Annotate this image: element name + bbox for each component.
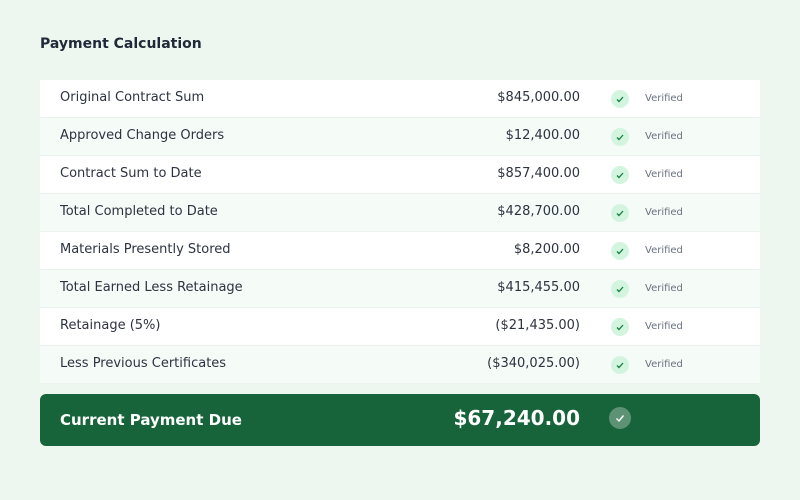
- row-label: Less Previous Certificates: [60, 356, 227, 371]
- row-amount: ($21,435.00): [495, 318, 580, 333]
- row-amount: $8,200.00: [513, 242, 580, 257]
- check-icon: [611, 242, 629, 260]
- check-icon: [611, 128, 629, 146]
- check-icon: [611, 318, 629, 336]
- row-label: Approved Change Orders: [60, 128, 225, 143]
- row-amount: $845,000.00: [497, 90, 580, 105]
- status-text: Verified: [645, 207, 683, 218]
- payment-table: Original Contract Sum $845,000.00 Verified…: [40, 80, 760, 384]
- row-label: Retainage (5%): [60, 318, 161, 333]
- row-amount: ($340,025.00): [487, 356, 580, 371]
- check-icon: [609, 407, 631, 429]
- total-bar: Current Payment Due $67,240.00: [40, 394, 760, 446]
- table-row: Original Contract Sum $845,000.00 Verified: [40, 80, 760, 118]
- table-row: Contract Sum to Date $857,400.00 Verified: [40, 156, 760, 194]
- row-label: Materials Presently Stored: [60, 242, 231, 257]
- check-icon: [611, 356, 629, 374]
- table-row: Approved Change Orders $12,400.00 Verified: [40, 118, 760, 156]
- status-text: Verified: [645, 131, 683, 142]
- total-label: Current Payment Due: [60, 411, 242, 429]
- status-text: Verified: [645, 169, 683, 180]
- status-text: Verified: [645, 359, 683, 370]
- table-row: Less Previous Certificates ($340,025.00) V…: [40, 346, 760, 384]
- section-title: Payment Calculation: [40, 36, 202, 52]
- row-amount: $428,700.00: [497, 204, 580, 219]
- status-text: Verified: [645, 245, 683, 256]
- table-row: Total Completed to Date $428,700.00 Verifi…: [40, 194, 760, 232]
- check-icon: [611, 90, 629, 108]
- table-row: Total Earned Less Retainage $415,455.00 Ve…: [40, 270, 760, 308]
- table-row: Materials Presently Stored $8,200.00 Verif…: [40, 232, 760, 270]
- row-label: Contract Sum to Date: [60, 166, 202, 181]
- status-text: Verified: [645, 93, 683, 104]
- total-amount: $67,240.00: [453, 406, 580, 430]
- check-icon: [611, 204, 629, 222]
- row-amount: $12,400.00: [505, 128, 580, 143]
- row-amount: $415,455.00: [497, 280, 580, 295]
- table-row: Retainage (5%) ($21,435.00) Verified: [40, 308, 760, 346]
- row-amount: $857,400.00: [497, 166, 580, 181]
- check-icon: [611, 166, 629, 184]
- row-label: Total Completed to Date: [60, 204, 218, 219]
- status-text: Verified: [645, 321, 683, 332]
- status-text: Verified: [645, 283, 683, 294]
- row-label: Original Contract Sum: [60, 90, 205, 105]
- row-label: Total Earned Less Retainage: [60, 280, 243, 295]
- check-icon: [611, 280, 629, 298]
